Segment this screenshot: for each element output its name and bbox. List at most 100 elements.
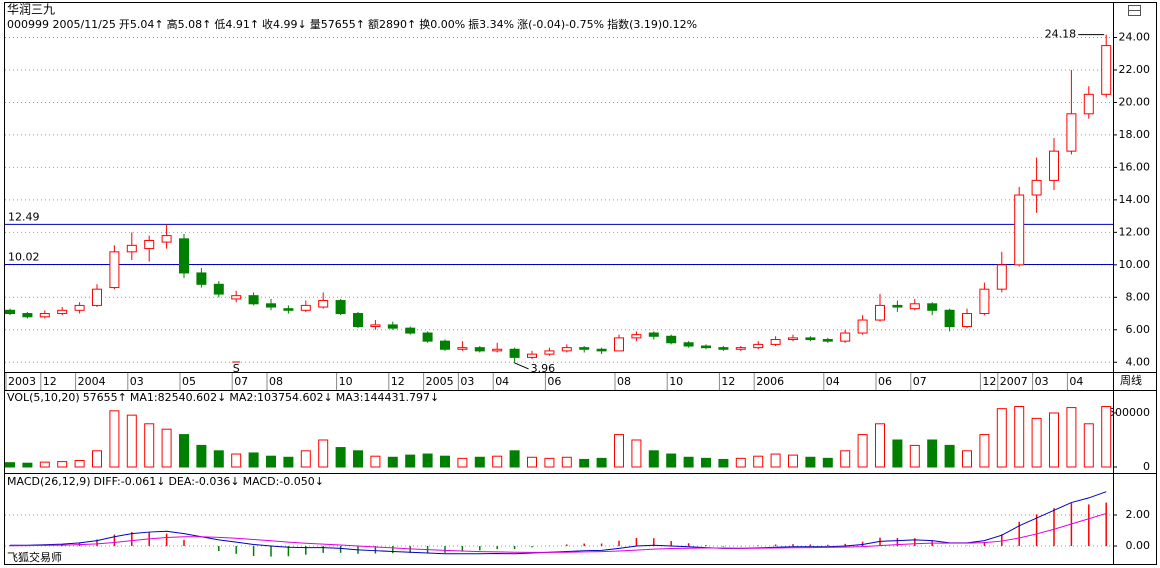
volume-bar bbox=[318, 439, 329, 468]
candle-body bbox=[527, 353, 537, 358]
y-tick-label: 6.00 bbox=[1126, 323, 1151, 336]
y-tick-label: 18.00 bbox=[1119, 128, 1151, 141]
volume-bar bbox=[735, 457, 746, 468]
volume-bar bbox=[788, 454, 798, 468]
volume-bar bbox=[614, 434, 624, 468]
x-tick-label: 2004 bbox=[78, 375, 106, 388]
candle-body bbox=[683, 342, 694, 347]
volume-bar bbox=[683, 456, 694, 468]
volume-bar bbox=[509, 450, 520, 468]
candle-body bbox=[857, 319, 868, 334]
indicator-legend: DEA:-0.036↓ bbox=[168, 475, 239, 488]
volume-bar bbox=[666, 453, 677, 468]
volume-bar bbox=[283, 456, 294, 468]
volume-bar bbox=[457, 457, 468, 468]
candle-body bbox=[979, 288, 990, 315]
candle-body bbox=[944, 309, 955, 328]
volume-bar bbox=[492, 455, 503, 468]
volume-bar bbox=[561, 456, 572, 468]
volume-bar bbox=[579, 458, 590, 468]
y-tick-label: 4.00 bbox=[1126, 355, 1151, 368]
volume-bar bbox=[109, 410, 120, 468]
candle-body bbox=[1031, 179, 1042, 196]
candle-body bbox=[266, 303, 276, 308]
indicator-legend: MA2:103754.602↓ bbox=[229, 391, 332, 404]
candle-body bbox=[74, 304, 85, 311]
x-tick-label: 03 bbox=[130, 375, 144, 388]
y-tick-label: 8.00 bbox=[1126, 290, 1151, 303]
volume-bar bbox=[1031, 417, 1042, 468]
volume-bar bbox=[196, 444, 207, 468]
indicator-legend: MACD(26,12,9) bbox=[7, 475, 91, 488]
volume-bar bbox=[1014, 406, 1025, 468]
quote-field: 低4.91↑ bbox=[214, 18, 259, 31]
y-tick-label: 12.00 bbox=[1119, 225, 1151, 238]
candle-body bbox=[561, 347, 572, 352]
candle-body bbox=[927, 303, 938, 311]
x-tick-label: 05 bbox=[182, 375, 196, 388]
candle-body bbox=[300, 304, 311, 311]
volume-bar bbox=[805, 456, 816, 468]
volume-bar bbox=[648, 450, 659, 468]
x-tick-label: 08 bbox=[269, 375, 283, 388]
signal: S bbox=[233, 362, 240, 375]
candle-body bbox=[213, 283, 224, 295]
candle-body bbox=[1049, 150, 1059, 181]
candle-body bbox=[701, 345, 711, 349]
volume-bar bbox=[405, 454, 416, 468]
x-tick-label: 03 bbox=[460, 375, 474, 388]
price-line-label: 12.49 bbox=[8, 210, 40, 223]
y-tick-label: 10.00 bbox=[1119, 258, 1151, 271]
indicator-legend: MA3:144431.797↓ bbox=[336, 391, 439, 404]
candle-body bbox=[248, 295, 259, 305]
candle-body bbox=[492, 348, 503, 352]
volume-bar bbox=[701, 457, 711, 468]
x-tick-label: 06 bbox=[547, 375, 561, 388]
indicator-legend: VOL(5,10,20) bbox=[7, 391, 80, 404]
x-tick-label: 04 bbox=[495, 375, 509, 388]
x-tick-label: 2003 bbox=[8, 375, 36, 388]
candle-body bbox=[996, 264, 1007, 290]
candle-body bbox=[57, 309, 68, 315]
volume-bar bbox=[962, 450, 972, 468]
x-tick-label: 12 bbox=[721, 375, 735, 388]
candle-body bbox=[753, 343, 764, 349]
quote-field: 开5.04↑ bbox=[119, 18, 164, 31]
volume-bar bbox=[335, 447, 346, 468]
volume-bar bbox=[144, 423, 155, 468]
candle-body bbox=[1101, 45, 1112, 95]
stock-title: 华润三九 bbox=[7, 3, 55, 17]
candle-body bbox=[335, 300, 346, 315]
volume-bar bbox=[892, 439, 903, 468]
candle-body bbox=[370, 324, 381, 328]
volume-bar bbox=[387, 456, 398, 468]
y-tick-label: 0.00 bbox=[1126, 539, 1151, 552]
x-tick-label: 07 bbox=[234, 375, 248, 388]
candle-body bbox=[962, 313, 972, 328]
x-tick-label: 10 bbox=[339, 375, 353, 388]
x-tick-label: 06 bbox=[878, 375, 892, 388]
x-tick-label: 12 bbox=[391, 375, 405, 388]
candle-body bbox=[666, 335, 677, 344]
price-line-label: 10.02 bbox=[8, 251, 40, 264]
volume-bar bbox=[909, 444, 920, 468]
x-tick-label: 07 bbox=[913, 375, 927, 388]
y-tick-label: 14.00 bbox=[1119, 193, 1151, 206]
y-tick-label: 22.00 bbox=[1119, 63, 1151, 76]
volume-bar bbox=[231, 453, 242, 468]
candle-body bbox=[22, 313, 33, 318]
candle-body bbox=[909, 303, 920, 310]
y-tick-label: 24.00 bbox=[1119, 30, 1151, 43]
brand-background bbox=[5, 551, 67, 564]
volume-bar bbox=[527, 456, 537, 468]
volume-bar bbox=[544, 457, 555, 468]
volume-bar bbox=[266, 455, 276, 468]
candle-body bbox=[788, 337, 798, 341]
quote-field: 高5.08↑ bbox=[167, 17, 212, 31]
brand: 飞狐交易师 bbox=[7, 550, 62, 564]
volume-bar bbox=[1049, 412, 1059, 468]
y-tick-label: 500000 bbox=[1108, 406, 1150, 419]
x-tick-label: 10 bbox=[669, 375, 683, 388]
candle-body bbox=[770, 339, 781, 345]
